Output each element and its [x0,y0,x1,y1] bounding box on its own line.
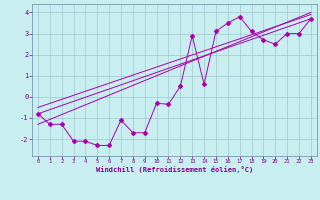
X-axis label: Windchill (Refroidissement éolien,°C): Windchill (Refroidissement éolien,°C) [96,166,253,173]
